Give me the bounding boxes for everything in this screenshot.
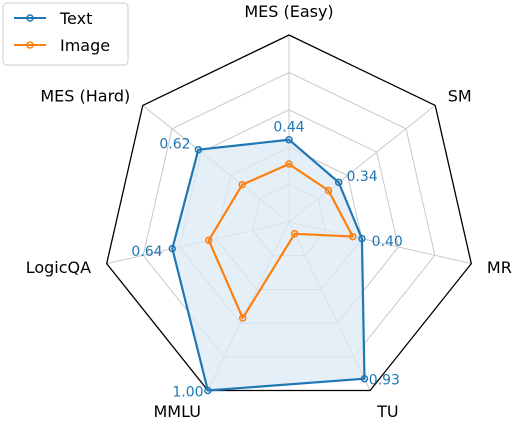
axis-label-tu: TU (376, 402, 398, 421)
point-text-logicqa (168, 244, 177, 253)
legend-marker-text (26, 14, 34, 22)
series-line-image (207, 162, 354, 320)
value-label-mes-easy: 0.44 (273, 120, 304, 136)
point-text-mmlu (204, 386, 212, 395)
radar-axis-labels: MES (Easy) SM MR TU MMLU LogicQA MES (Hard) (26, 2, 512, 421)
axis-label-sm: SM (448, 86, 472, 105)
axis-label-mmlu: MMLU (153, 402, 200, 421)
point-image-mr (349, 232, 357, 241)
point-image-mmlu (239, 314, 247, 322)
axis-label-mr: MR (487, 258, 512, 277)
point-image-sm (324, 186, 333, 195)
value-label-mes-hard: 0.62 (159, 136, 190, 152)
point-text-mes-easy (285, 135, 293, 144)
value-label-tu: 0.93 (369, 373, 400, 389)
point-image-tu (290, 230, 299, 238)
legend: Text Image (2, 2, 129, 66)
legend-entry-text: Text (14, 9, 92, 28)
value-label-mmlu: 1.00 (172, 384, 203, 400)
legend-entry-image: Image (14, 36, 110, 55)
radar-series-layer (168, 135, 369, 395)
outer-frame (105, 34, 473, 392)
point-image-mes-hard (238, 180, 246, 189)
axis-label-logicqa: LogicQA (26, 258, 91, 277)
legend-marker-image (26, 41, 34, 49)
legend-label-image: Image (60, 36, 110, 55)
axis-label-mes-easy: MES (Easy) (244, 2, 333, 21)
value-label-logicqa: 0.64 (131, 244, 162, 260)
point-image-mes-easy (285, 160, 293, 168)
point-text-mr (358, 234, 366, 243)
series-area-text (172, 139, 365, 391)
value-label-sm: 0.34 (347, 169, 378, 185)
point-text-tu (360, 374, 369, 383)
point-text-mes-hard (194, 145, 203, 154)
point-image-logicqa (205, 236, 213, 245)
radar-value-labels: 0.44 0.34 0.40 0.93 1.00 0.64 0.62 (131, 120, 402, 401)
legend-label-text: Text (59, 9, 92, 28)
value-label-mr: 0.40 (372, 234, 403, 250)
series-line-text (171, 138, 366, 392)
point-text-sm (334, 178, 343, 187)
axis-label-mes-hard: MES (Hard) (40, 86, 130, 105)
